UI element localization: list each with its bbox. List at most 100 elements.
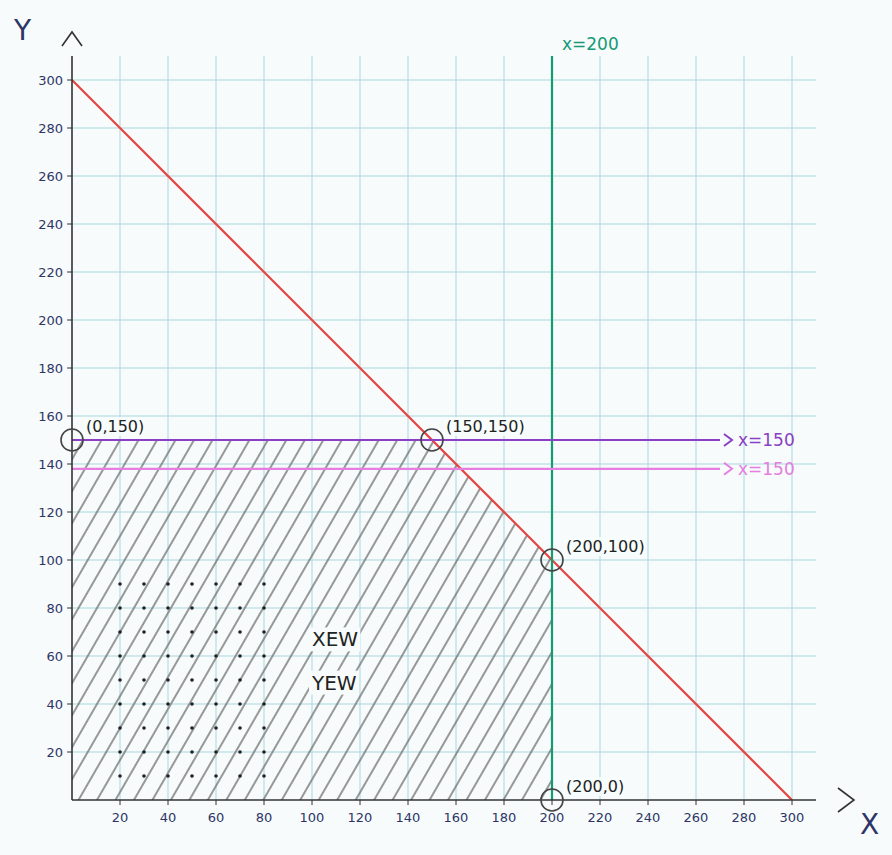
feasible-region — [72, 440, 552, 800]
grid-line-y — [72, 128, 816, 129]
y-tick — [67, 128, 72, 129]
dot — [214, 606, 218, 610]
x-tick-label: 100 — [300, 810, 325, 825]
dot — [262, 606, 266, 610]
dot — [214, 774, 218, 778]
y-tick — [67, 320, 72, 321]
dot — [238, 630, 242, 634]
line-labels: x=200x=150x=150 — [562, 34, 795, 479]
y-tick — [67, 416, 72, 417]
constraint-line — [72, 80, 792, 800]
y-tick-label: 300 — [38, 73, 63, 88]
dot — [238, 774, 242, 778]
x-tick — [744, 800, 745, 805]
y-tick-label: 200 — [38, 313, 63, 328]
y-tick — [67, 224, 72, 225]
dot — [262, 726, 266, 730]
y-tick-label: 80 — [46, 601, 63, 616]
y-tick — [67, 560, 72, 561]
y-tick-label: 260 — [38, 169, 63, 184]
y-tick-label: 40 — [46, 697, 63, 712]
dot — [214, 630, 218, 634]
x-tick — [216, 800, 217, 805]
x-tick-label: 60 — [208, 810, 225, 825]
corner-points: (0,150)(150,150)(200,100)(200,0) — [61, 417, 646, 811]
dot — [142, 582, 146, 586]
annotation: YEW — [311, 671, 357, 695]
x-tick-label: 280 — [732, 810, 757, 825]
y-tick-label: 100 — [38, 553, 63, 568]
y-tick — [67, 80, 72, 81]
x-tick-label: 300 — [780, 810, 805, 825]
dot — [166, 678, 170, 682]
dot — [238, 726, 242, 730]
y-axis-arrow — [62, 32, 82, 46]
background — [0, 0, 892, 855]
y-axis-title: Y — [13, 14, 32, 47]
axes — [62, 32, 854, 812]
grid-line-x — [744, 56, 745, 800]
grid-line-y — [72, 368, 816, 369]
x-tick-label: 40 — [160, 810, 177, 825]
x-tick-label: 80 — [256, 810, 273, 825]
y-tick — [67, 512, 72, 513]
dot — [190, 774, 194, 778]
dot — [118, 630, 122, 634]
y-tick — [67, 368, 72, 369]
x-axis — [72, 799, 816, 801]
label-patch — [310, 627, 360, 651]
y-tick-label: 180 — [38, 361, 63, 376]
dot — [262, 630, 266, 634]
line-arrow — [724, 463, 732, 475]
dot — [166, 726, 170, 730]
dot — [142, 606, 146, 610]
corner-point — [541, 549, 563, 571]
plot-area — [72, 56, 792, 800]
dot — [238, 654, 242, 658]
point-label: (200,100) — [566, 537, 645, 556]
line-label: x=200 — [562, 34, 619, 54]
dot — [118, 678, 122, 682]
y-tick — [67, 176, 72, 177]
x-tick-label: 220 — [588, 810, 613, 825]
dot — [190, 630, 194, 634]
grid-line-y — [72, 176, 816, 177]
y-tick — [67, 704, 72, 705]
dot — [190, 654, 194, 658]
grid-line-y — [72, 272, 816, 273]
dot — [214, 702, 218, 706]
grid-line-x — [648, 56, 649, 800]
dot — [262, 702, 266, 706]
y-tick — [67, 656, 72, 657]
grid — [72, 56, 816, 800]
x-axis-title: X — [860, 808, 879, 841]
corner-point — [61, 429, 83, 451]
y-tick — [67, 752, 72, 753]
x-tick — [360, 800, 361, 805]
y-axis — [71, 56, 73, 800]
grid-line-y — [72, 80, 816, 81]
label-patch — [309, 671, 359, 695]
dot — [190, 678, 194, 682]
dot — [142, 774, 146, 778]
chart: 2040608010012014016018020022024026028030… — [0, 0, 892, 855]
dot — [190, 750, 194, 754]
constraint-line — [551, 56, 553, 800]
constraint-line — [72, 468, 720, 470]
x-tick — [696, 800, 697, 805]
x-tick-label: 120 — [348, 810, 373, 825]
constraint-line — [72, 439, 720, 441]
dot — [214, 726, 218, 730]
x-tick — [120, 800, 121, 805]
dot — [118, 726, 122, 730]
y-tick — [67, 608, 72, 609]
dot — [190, 702, 194, 706]
dot — [166, 630, 170, 634]
dot — [142, 654, 146, 658]
x-tick-label: 140 — [396, 810, 421, 825]
label-patch — [565, 777, 625, 796]
dot — [238, 678, 242, 682]
grid-line-x — [552, 56, 553, 800]
dot — [118, 582, 122, 586]
line-arrow — [724, 434, 732, 446]
